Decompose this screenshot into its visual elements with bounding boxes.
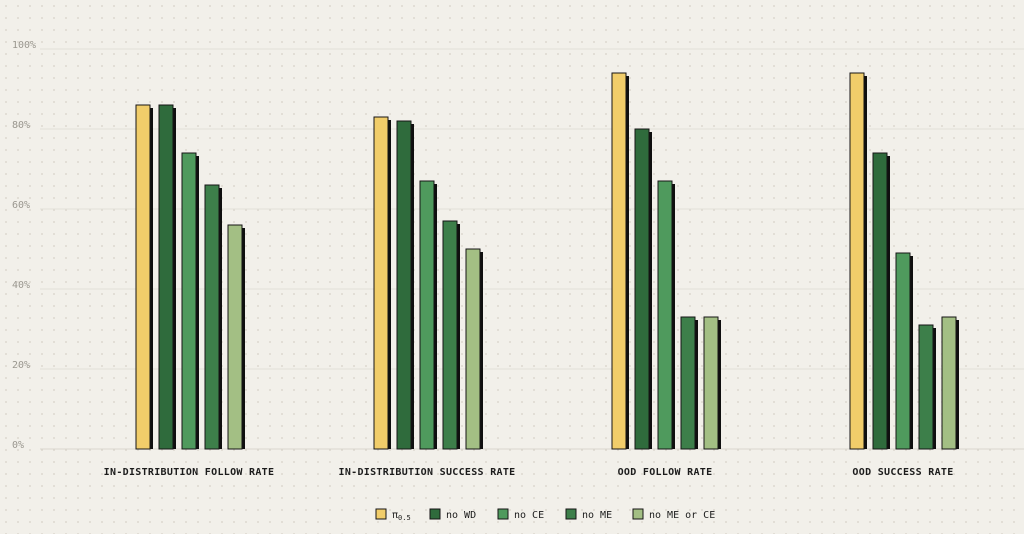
legend-swatch [497,508,509,520]
bar [872,152,888,450]
bar [373,116,389,450]
x-tick-label: IN-DISTRIBUTION SUCCESS RATE [339,467,516,478]
y-tick-label: 60% [12,200,30,211]
bar [158,104,174,450]
bar [204,184,220,450]
bar [941,316,957,450]
legend-swatch [565,508,577,520]
bar [895,252,911,450]
bars [135,72,959,450]
bar [442,220,458,450]
x-tick-label: OOD SUCCESS RATE [852,467,953,478]
legend-swatch [632,508,644,520]
legend-label: no WD [446,510,476,521]
legend: π0.5 no WD no CE no ME no ME or CE [375,508,715,522]
legend-label: no ME or CE [649,510,715,521]
x-tick-label: IN-DISTRIBUTION FOLLOW RATE [104,467,275,478]
legend-swatch [375,508,387,520]
legend-label: π0.5 [392,510,411,522]
bar [465,248,481,450]
y-tick-label: 100% [12,40,36,51]
bar [634,128,650,450]
y-axis-ticks: 0% 20% 40% 60% 80% 100% [12,40,36,451]
bar [396,120,412,450]
bar [703,316,719,450]
y-tick-label: 0% [12,440,24,451]
y-tick-label: 80% [12,120,30,131]
bar [227,224,243,450]
y-tick-label: 40% [12,280,30,291]
x-axis-labels: IN-DISTRIBUTION FOLLOW RATE IN-DISTRIBUTI… [104,467,954,478]
legend-swatch [429,508,441,520]
x-tick-label: OOD FOLLOW RATE [618,467,713,478]
bar [135,104,151,450]
y-tick-label: 20% [12,360,30,371]
legend-label: no ME [582,510,612,521]
bar [918,324,934,450]
bar [181,152,197,450]
bar [657,180,673,450]
bar [419,180,435,450]
bar [849,72,865,450]
bar [680,316,696,450]
bar [611,72,627,450]
legend-label: no CE [514,510,544,521]
